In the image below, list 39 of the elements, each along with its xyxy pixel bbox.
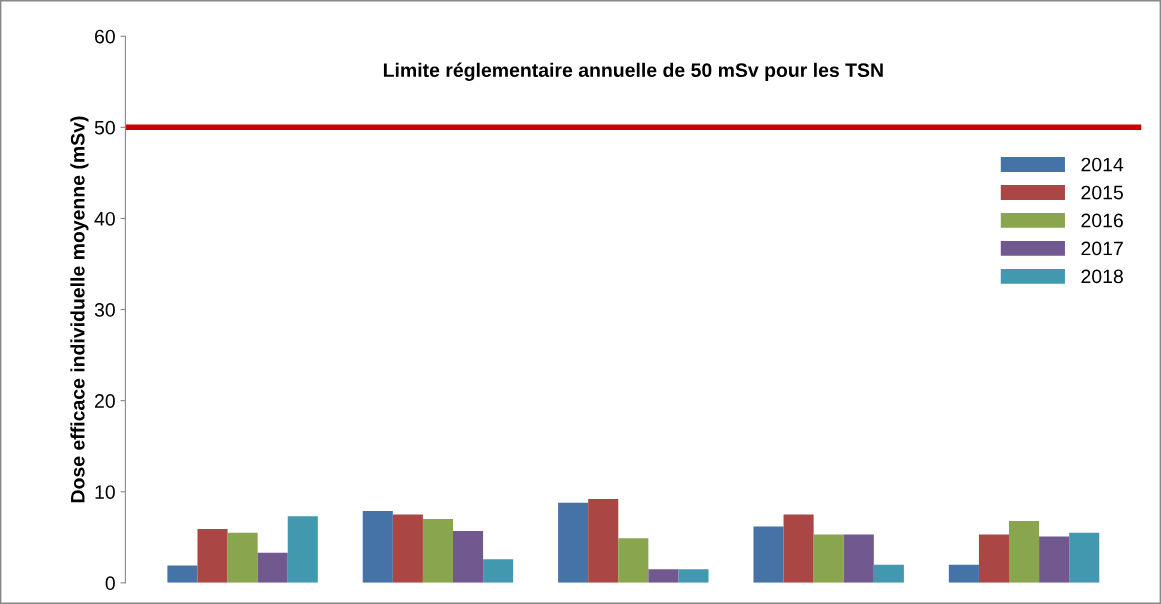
bar [483,559,514,583]
y-tick-label: 0 [105,576,115,591]
bar [167,565,198,583]
ref-line-label: Limite réglementaire annuelle de 50 mSv pour les TSN [383,62,883,81]
bar [197,529,228,583]
bar [362,510,393,583]
bar [588,499,619,583]
bar [422,519,454,583]
bar [783,514,814,583]
bar [392,514,423,583]
bar [873,564,904,583]
legend-label: 2014 [1081,157,1124,172]
bar [813,534,844,583]
legend-label: 2015 [1081,185,1123,200]
legend-label: 2018 [1081,269,1123,284]
y-tick-label: 30 [94,303,115,317]
y-tick-label: 10 [95,485,115,499]
y-tick-label: 20 [95,394,115,408]
bar [558,502,589,583]
y-tick-label: 60 [95,29,115,44]
bar [1069,532,1100,583]
bar [648,569,679,583]
bar [753,526,784,583]
bar [843,534,874,583]
bar [453,530,484,583]
bar [978,534,1009,583]
bar [257,552,288,583]
legend-label: 2016 [1081,213,1123,228]
y-axis-title: Dose efficace individuelle moyenne (mSv) [70,116,89,503]
y-tick-label: 50 [94,120,115,135]
bar [227,532,258,583]
legend-label: 2017 [1081,241,1123,256]
bar [287,516,318,583]
bar [1009,520,1040,583]
bar [1039,536,1070,583]
y-tick-label: 40 [94,211,115,226]
bar [618,538,649,583]
bar [678,569,709,583]
bar [948,564,979,583]
